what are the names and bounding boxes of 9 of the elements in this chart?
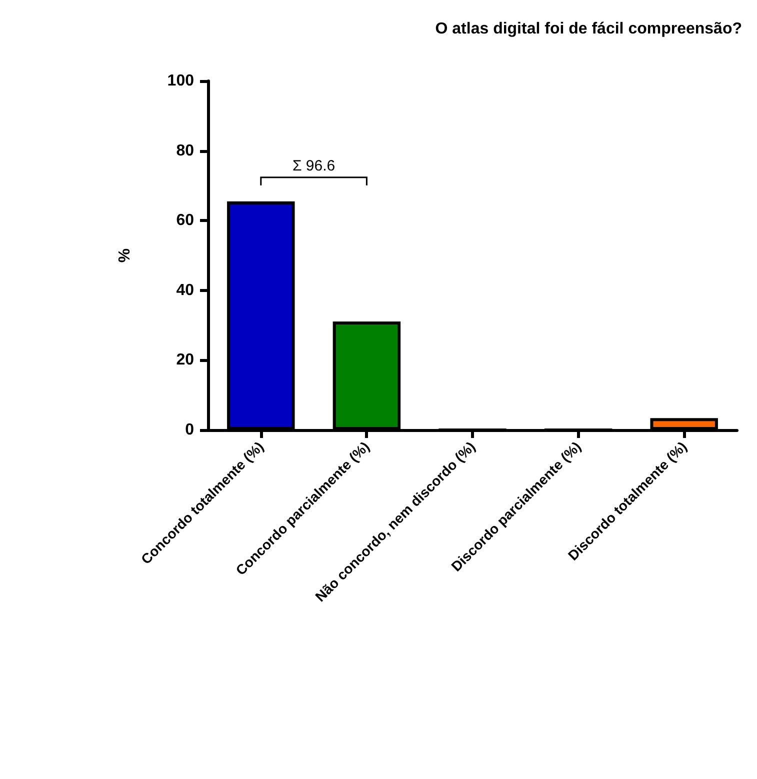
annotation: Σ 96.6 <box>292 157 336 174</box>
y-tick-label: 20 <box>176 352 194 369</box>
y-tick-label: 100 <box>167 72 194 90</box>
chart-title: O atlas digital foi de fácil compreensão? <box>435 20 742 38</box>
y-tick-label: 0 <box>185 422 194 438</box>
y-axis-title: % <box>116 248 134 263</box>
y-tick-label: 40 <box>176 282 194 299</box>
y-tick-label: 60 <box>176 212 194 230</box>
y-tick-label: 80 <box>176 142 194 160</box>
